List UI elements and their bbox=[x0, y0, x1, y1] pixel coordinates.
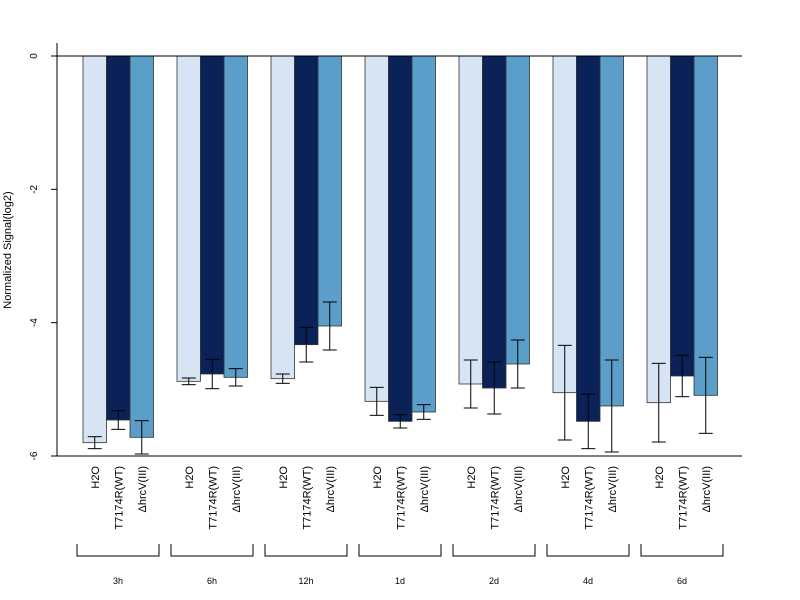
bar bbox=[576, 55, 601, 422]
x-tick-label: ΔhrcV(III) bbox=[607, 466, 619, 512]
x-tick-label: H2O bbox=[372, 466, 384, 489]
group-label: 6d bbox=[677, 576, 687, 586]
x-tick-label: H2O bbox=[278, 466, 290, 489]
bar bbox=[270, 55, 295, 380]
y-tick-label: -4 bbox=[29, 318, 40, 327]
x-tick-label: T7174R(WT) bbox=[301, 466, 313, 530]
group-bracket bbox=[358, 544, 442, 557]
bar bbox=[599, 55, 624, 407]
group-bracket bbox=[452, 544, 536, 557]
group-bracket bbox=[76, 544, 160, 557]
bar-series bbox=[82, 55, 718, 455]
group-label: 4d bbox=[583, 576, 593, 586]
bar bbox=[646, 55, 671, 404]
y-axis-label: Normalized Signal(log2) bbox=[2, 191, 14, 308]
bar bbox=[411, 55, 436, 413]
bar bbox=[106, 55, 131, 421]
bar bbox=[200, 55, 225, 375]
x-tick-labels: H2O T7174R(WT) ΔhrcV(III) H2O T7174R(WT) Δhrc… bbox=[90, 466, 713, 530]
y-axis: 0 -2 -4 -6 bbox=[29, 43, 58, 460]
x-tick-label: T7174R(WT) bbox=[583, 466, 595, 530]
x-tick-label: ΔhrcV(III) bbox=[701, 466, 713, 512]
group-bracket bbox=[170, 544, 254, 557]
x-tick-label: H2O bbox=[184, 466, 196, 489]
bar bbox=[364, 55, 389, 402]
x-tick-label: T7174R(WT) bbox=[489, 466, 501, 530]
bar bbox=[482, 55, 507, 389]
y-tick-label: -6 bbox=[29, 451, 40, 460]
bar bbox=[176, 55, 201, 382]
x-tick-label: H2O bbox=[654, 466, 666, 489]
x-tick-label: T7174R(WT) bbox=[395, 466, 407, 530]
bar bbox=[82, 55, 107, 444]
bar bbox=[552, 55, 577, 394]
bar bbox=[693, 55, 718, 396]
group-bracket bbox=[264, 544, 348, 557]
bar bbox=[223, 55, 248, 378]
bar bbox=[505, 55, 530, 365]
y-tick-label: 0 bbox=[29, 53, 40, 59]
group-brackets: 3h 6h 12h 1d 2d 4d 6d bbox=[76, 544, 724, 586]
x-tick-label: ΔhrcV(III) bbox=[137, 466, 149, 512]
group-label: 1d bbox=[395, 576, 405, 586]
x-tick-label: ΔhrcV(III) bbox=[231, 466, 243, 512]
group-bracket bbox=[640, 544, 724, 557]
x-tick-label: T7174R(WT) bbox=[207, 466, 219, 530]
x-tick-label: H2O bbox=[466, 466, 478, 489]
bar bbox=[129, 55, 154, 438]
bar bbox=[294, 55, 319, 346]
group-label: 12h bbox=[298, 576, 313, 586]
bar bbox=[458, 55, 483, 385]
y-tick-label: -2 bbox=[29, 184, 40, 193]
group-label: 2d bbox=[489, 576, 499, 586]
x-tick-label: T7174R(WT) bbox=[677, 466, 689, 530]
x-tick-label: ΔhrcV(III) bbox=[513, 466, 525, 512]
group-label: 3h bbox=[113, 576, 123, 586]
bar bbox=[317, 55, 342, 327]
x-tick-label: ΔhrcV(III) bbox=[419, 466, 431, 512]
x-tick-label: H2O bbox=[90, 466, 102, 489]
group-label: 6h bbox=[207, 576, 217, 586]
bar bbox=[670, 55, 695, 377]
x-tick-label: ΔhrcV(III) bbox=[325, 466, 337, 512]
x-tick-label: T7174R(WT) bbox=[113, 466, 125, 530]
x-tick-label: H2O bbox=[560, 466, 572, 489]
group-bracket bbox=[546, 544, 630, 557]
bar bbox=[388, 55, 413, 422]
